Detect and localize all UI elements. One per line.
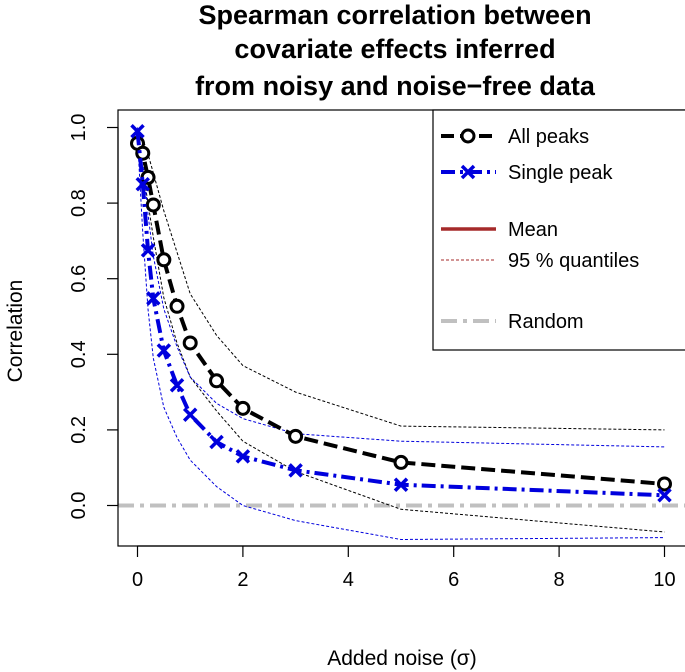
all-peaks-point-9	[288, 428, 304, 444]
y-tick-label-0.4: 0.4	[68, 340, 90, 368]
single-peak-point-6	[182, 407, 198, 423]
single-peak-point-11	[657, 488, 672, 503]
single-peak-point-7	[209, 434, 224, 450]
single-peak-lower-quantile-line	[137, 138, 665, 541]
legend-quantiles-label: 95 % quantiles	[508, 250, 639, 272]
single-peak-point-4	[156, 343, 172, 358]
all-peaks-point-6	[182, 335, 198, 351]
x-tick-label-10: 10	[653, 569, 675, 591]
x-axis-label: Added noise (σ)	[327, 647, 477, 670]
all-peaks-point-8	[235, 400, 251, 416]
x-tick-label-2: 2	[237, 569, 248, 591]
title-line-1: Spearman correlation between	[198, 0, 591, 30]
axes: 0 2 4 6 8 10 0.0 0.2 0.4 0.6 0.8 1.0	[68, 114, 676, 591]
single-peak-point-8	[235, 449, 251, 464]
single-peak-point-5	[169, 378, 185, 393]
y-tick-label-0.6: 0.6	[68, 265, 90, 293]
chart-title: Spearman correlation between covariate e…	[195, 0, 596, 101]
single-peak-upper-quantile-line	[137, 127, 665, 448]
y-tick-label-0.8: 0.8	[68, 189, 90, 217]
single-peak-point-2	[140, 243, 156, 258]
plot-area	[118, 124, 685, 541]
single-peak-point-1	[135, 176, 151, 192]
all-peaks-point-7	[209, 373, 225, 389]
all-peaks-point-5	[169, 298, 185, 314]
all-peaks-point-3	[145, 197, 161, 213]
x-tick-label-0: 0	[132, 569, 143, 591]
legend-mean: Mean	[441, 219, 558, 241]
y-tick-label-0.0: 0.0	[68, 492, 90, 520]
legend-mean-label: Mean	[508, 219, 558, 241]
all-peaks-upper-quantile-line	[137, 134, 665, 431]
x-tick-label-4: 4	[343, 569, 354, 591]
legend-single-peak-label: Single peak	[508, 162, 614, 184]
legend-all-peaks-marker	[460, 128, 476, 144]
title-line-3: from noisy and noise−free data	[195, 71, 596, 101]
single-peak-point-10	[393, 477, 409, 492]
legend-random: Random	[441, 311, 584, 333]
legend-quantiles: 95 % quantiles	[441, 250, 639, 272]
all-peaks-lower-quantile-line	[137, 153, 665, 533]
y-tick-label-1.0: 1.0	[68, 114, 90, 142]
x-tick-label-8: 8	[554, 569, 565, 591]
legend-single-peak-marker	[460, 164, 476, 180]
single-peak-point-3	[146, 291, 161, 306]
all-peaks-point-10	[393, 454, 409, 470]
x-tick-label-6: 6	[448, 569, 459, 591]
y-tick-label-0.2: 0.2	[68, 416, 90, 444]
all-peaks-point-11	[657, 476, 672, 492]
legend: All peaks Single peak Mean 95 % quantile…	[432, 109, 685, 351]
legend-all-peaks-label: All peaks	[508, 126, 589, 148]
legend-single-peak: Single peak	[441, 162, 614, 184]
legend-random-label: Random	[508, 311, 584, 333]
all-peaks-point-4	[156, 252, 172, 268]
single-peak-point-0	[130, 124, 145, 139]
title-line-2: covariate effects inferred	[234, 34, 555, 64]
legend-all-peaks: All peaks	[441, 126, 589, 148]
y-axis-label: Correlation	[4, 280, 27, 383]
single-peak-point-9	[288, 463, 303, 478]
single-peak-series-line	[135, 131, 665, 498]
